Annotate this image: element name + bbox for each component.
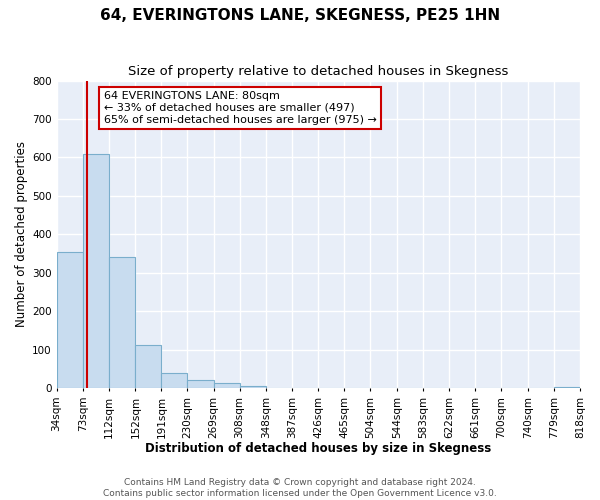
Bar <box>83 154 109 388</box>
Bar <box>187 380 214 388</box>
Bar <box>554 387 580 388</box>
Bar <box>214 382 239 388</box>
Title: Size of property relative to detached houses in Skegness: Size of property relative to detached ho… <box>128 65 509 78</box>
Bar <box>136 344 161 388</box>
Y-axis label: Number of detached properties: Number of detached properties <box>15 142 28 328</box>
X-axis label: Distribution of detached houses by size in Skegness: Distribution of detached houses by size … <box>145 442 491 455</box>
Text: 64 EVERINGTONS LANE: 80sqm
← 33% of detached houses are smaller (497)
65% of sem: 64 EVERINGTONS LANE: 80sqm ← 33% of deta… <box>104 92 377 124</box>
Bar <box>56 252 83 388</box>
Text: Contains HM Land Registry data © Crown copyright and database right 2024.
Contai: Contains HM Land Registry data © Crown c… <box>103 478 497 498</box>
Bar <box>161 372 187 388</box>
Text: 64, EVERINGTONS LANE, SKEGNESS, PE25 1HN: 64, EVERINGTONS LANE, SKEGNESS, PE25 1HN <box>100 8 500 22</box>
Bar <box>239 386 266 388</box>
Bar <box>109 258 136 388</box>
